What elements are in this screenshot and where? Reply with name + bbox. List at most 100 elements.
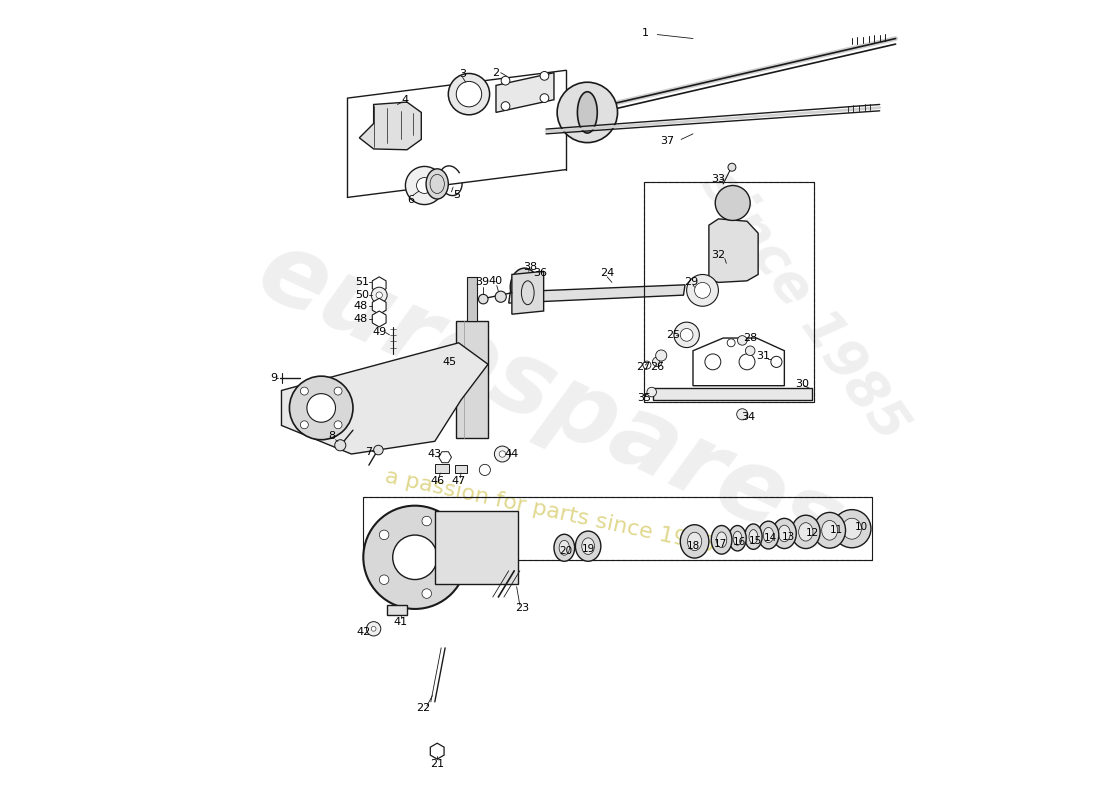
- Text: 48: 48: [354, 314, 368, 324]
- Circle shape: [372, 287, 387, 303]
- Circle shape: [334, 421, 342, 429]
- Ellipse shape: [799, 522, 813, 541]
- Text: 13: 13: [782, 532, 795, 542]
- Text: 1: 1: [641, 28, 649, 38]
- Text: 12: 12: [805, 529, 818, 538]
- Circle shape: [737, 336, 747, 345]
- Text: 50: 50: [355, 290, 370, 300]
- Circle shape: [502, 102, 510, 110]
- Ellipse shape: [559, 540, 570, 555]
- Text: 23: 23: [515, 603, 529, 613]
- Text: 42: 42: [356, 627, 371, 637]
- Circle shape: [647, 387, 657, 397]
- Text: 22: 22: [416, 703, 430, 714]
- Circle shape: [540, 71, 549, 80]
- Ellipse shape: [833, 510, 871, 548]
- Ellipse shape: [575, 531, 601, 562]
- Circle shape: [494, 446, 510, 462]
- Circle shape: [366, 622, 381, 636]
- Text: 19: 19: [582, 544, 595, 554]
- Text: 29: 29: [684, 278, 699, 287]
- Text: 43: 43: [428, 449, 442, 459]
- Text: 44: 44: [505, 449, 519, 459]
- Circle shape: [300, 421, 308, 429]
- Polygon shape: [372, 298, 386, 314]
- Circle shape: [334, 387, 342, 395]
- Circle shape: [379, 575, 389, 585]
- Text: 39: 39: [475, 278, 490, 287]
- Circle shape: [376, 292, 383, 298]
- Bar: [387, 605, 407, 614]
- Circle shape: [656, 350, 667, 361]
- Text: eurospares: eurospares: [243, 222, 857, 578]
- Ellipse shape: [515, 274, 535, 300]
- Circle shape: [652, 357, 662, 366]
- Polygon shape: [372, 277, 386, 293]
- Text: 37: 37: [660, 136, 674, 146]
- Text: 3: 3: [459, 70, 466, 79]
- Circle shape: [363, 506, 466, 609]
- Bar: [454, 465, 466, 473]
- Circle shape: [694, 282, 711, 298]
- Bar: [456, 321, 488, 438]
- Circle shape: [739, 354, 755, 370]
- Ellipse shape: [779, 525, 790, 542]
- Polygon shape: [282, 342, 488, 454]
- Ellipse shape: [822, 521, 837, 540]
- Circle shape: [727, 339, 735, 346]
- Circle shape: [334, 440, 345, 451]
- Circle shape: [746, 346, 755, 355]
- Polygon shape: [360, 102, 421, 150]
- Circle shape: [642, 361, 651, 369]
- Circle shape: [737, 409, 748, 420]
- Text: 27: 27: [637, 362, 651, 372]
- Text: 30: 30: [795, 379, 810, 389]
- Ellipse shape: [728, 526, 746, 551]
- Text: 24: 24: [601, 268, 614, 278]
- Circle shape: [686, 274, 718, 306]
- Text: 8: 8: [328, 430, 336, 441]
- Ellipse shape: [763, 527, 773, 542]
- Bar: [468, 277, 477, 321]
- Circle shape: [480, 464, 491, 475]
- Text: 11: 11: [829, 526, 843, 535]
- Text: 47: 47: [451, 476, 465, 486]
- Text: 31: 31: [756, 350, 770, 361]
- Circle shape: [728, 163, 736, 171]
- Text: 51: 51: [355, 278, 370, 287]
- Text: 36: 36: [534, 268, 548, 278]
- Polygon shape: [508, 285, 685, 303]
- Circle shape: [393, 535, 437, 579]
- Ellipse shape: [772, 518, 796, 549]
- Circle shape: [289, 376, 353, 440]
- Ellipse shape: [745, 524, 762, 550]
- Text: 10: 10: [855, 522, 868, 532]
- Circle shape: [456, 82, 482, 107]
- Circle shape: [502, 76, 510, 85]
- Text: 15: 15: [748, 536, 761, 546]
- Circle shape: [715, 186, 750, 221]
- Ellipse shape: [749, 530, 758, 544]
- Circle shape: [374, 446, 383, 455]
- Circle shape: [422, 589, 431, 598]
- Text: 32: 32: [712, 250, 726, 261]
- Text: 14: 14: [764, 534, 778, 543]
- Text: 40: 40: [488, 276, 503, 286]
- Text: 20: 20: [559, 546, 572, 556]
- Text: 18: 18: [686, 541, 700, 551]
- Circle shape: [379, 530, 389, 540]
- Polygon shape: [708, 219, 758, 282]
- Text: since 1985: since 1985: [691, 159, 917, 450]
- Circle shape: [478, 294, 488, 304]
- Text: 5: 5: [453, 190, 460, 200]
- Text: 35: 35: [637, 394, 651, 403]
- Bar: [434, 463, 449, 473]
- Ellipse shape: [426, 169, 449, 199]
- Circle shape: [372, 626, 376, 631]
- Circle shape: [680, 329, 693, 342]
- Polygon shape: [372, 311, 386, 327]
- Text: 4: 4: [402, 94, 409, 105]
- Circle shape: [495, 291, 506, 302]
- Circle shape: [540, 94, 549, 102]
- Ellipse shape: [554, 534, 574, 562]
